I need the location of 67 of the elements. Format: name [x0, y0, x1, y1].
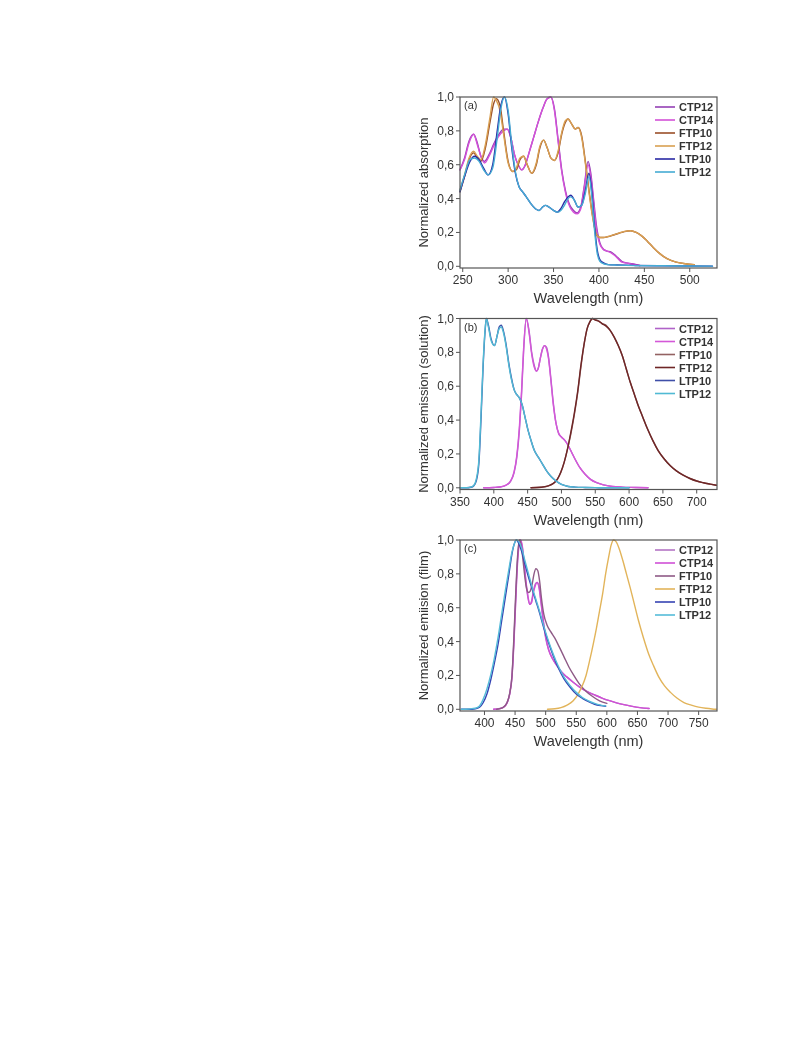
- x-tick-label: 450: [505, 716, 526, 730]
- x-tick-label: 700: [686, 494, 708, 509]
- legend-label: CTP14: [679, 557, 715, 569]
- y-tick-label: 0,6: [437, 157, 455, 172]
- y-axis-title: Normalized emission (solution): [416, 315, 431, 493]
- x-axis-title: Wavelength (nm): [533, 733, 644, 749]
- x-tick-label: 400: [483, 494, 505, 509]
- x-tick-label: 500: [535, 716, 556, 730]
- y-tick-label: 0,4: [437, 413, 455, 428]
- legend-label: CTP14: [679, 335, 715, 348]
- x-tick-label: 550: [566, 716, 587, 730]
- y-tick-label: 1,0: [437, 533, 455, 547]
- y-axis-title: Normalized emiision (film): [416, 550, 431, 701]
- x-tick-label: 350: [543, 273, 564, 287]
- x-tick-label: 600: [619, 494, 640, 509]
- x-tick-label: 450: [517, 494, 538, 509]
- legend-label: FTP10: [679, 127, 713, 139]
- legend-label: LTP10: [679, 374, 712, 387]
- x-tick-label: 400: [474, 716, 495, 730]
- y-tick-label: 0,8: [437, 566, 455, 581]
- y-tick-label: 0,2: [437, 446, 455, 461]
- x-tick-label: 650: [652, 494, 674, 509]
- y-tick-label: 1,0: [437, 311, 455, 326]
- y-tick-label: 0,6: [437, 379, 455, 394]
- legend-label: CTP12: [679, 322, 714, 335]
- legend-label: FTP12: [679, 583, 713, 595]
- x-tick-label: 400: [588, 273, 610, 287]
- y-tick-label: 0,0: [437, 259, 455, 274]
- legend-label: FTP12: [679, 140, 713, 152]
- y-tick-label: 0,0: [437, 480, 455, 495]
- annotation: (a): [464, 99, 478, 111]
- annotation: (c): [464, 542, 477, 554]
- x-tick-label: 650: [627, 716, 648, 730]
- legend-label: CTP14: [679, 114, 715, 126]
- legend-label: CTP12: [679, 544, 714, 556]
- x-axis-title: Wavelength (nm): [533, 290, 644, 306]
- y-tick-label: 0,2: [437, 225, 455, 240]
- x-tick-label: 700: [658, 716, 679, 730]
- y-tick-label: 0,4: [437, 634, 455, 649]
- y-tick-label: 0,6: [437, 600, 455, 615]
- y-tick-label: 0,8: [437, 123, 455, 138]
- legend-label: LTP10: [679, 596, 712, 608]
- legend-label: FTP12: [679, 361, 713, 374]
- x-tick-label: 750: [688, 716, 709, 730]
- x-tick-label: 350: [449, 494, 471, 509]
- legend-label: FTP10: [679, 348, 713, 361]
- x-tick-label: 600: [596, 716, 618, 730]
- x-tick-label: 550: [585, 494, 606, 509]
- y-tick-label: 0,0: [437, 702, 455, 717]
- legend-label: LTP12: [679, 387, 712, 400]
- y-axis-title: Normalized absorption: [416, 117, 431, 248]
- annotation: (b): [464, 320, 478, 333]
- x-tick-label: 500: [551, 494, 572, 509]
- legend-label: LTP10: [679, 153, 712, 165]
- legend-label: FTP10: [679, 570, 713, 582]
- legend-label: CTP12: [679, 101, 714, 113]
- x-tick-label: 450: [634, 273, 655, 287]
- y-tick-label: 0,2: [437, 668, 455, 683]
- x-tick-label: 300: [498, 273, 519, 287]
- x-tick-label: 250: [452, 273, 474, 287]
- y-tick-label: 0,8: [437, 345, 455, 360]
- x-tick-label: 500: [679, 273, 701, 287]
- x-axis-title: Wavelength (nm): [533, 511, 644, 528]
- y-tick-label: 1,0: [437, 90, 455, 104]
- y-tick-label: 0,4: [437, 191, 455, 206]
- legend-label: LTP12: [679, 166, 712, 178]
- legend-label: LTP12: [679, 609, 712, 621]
